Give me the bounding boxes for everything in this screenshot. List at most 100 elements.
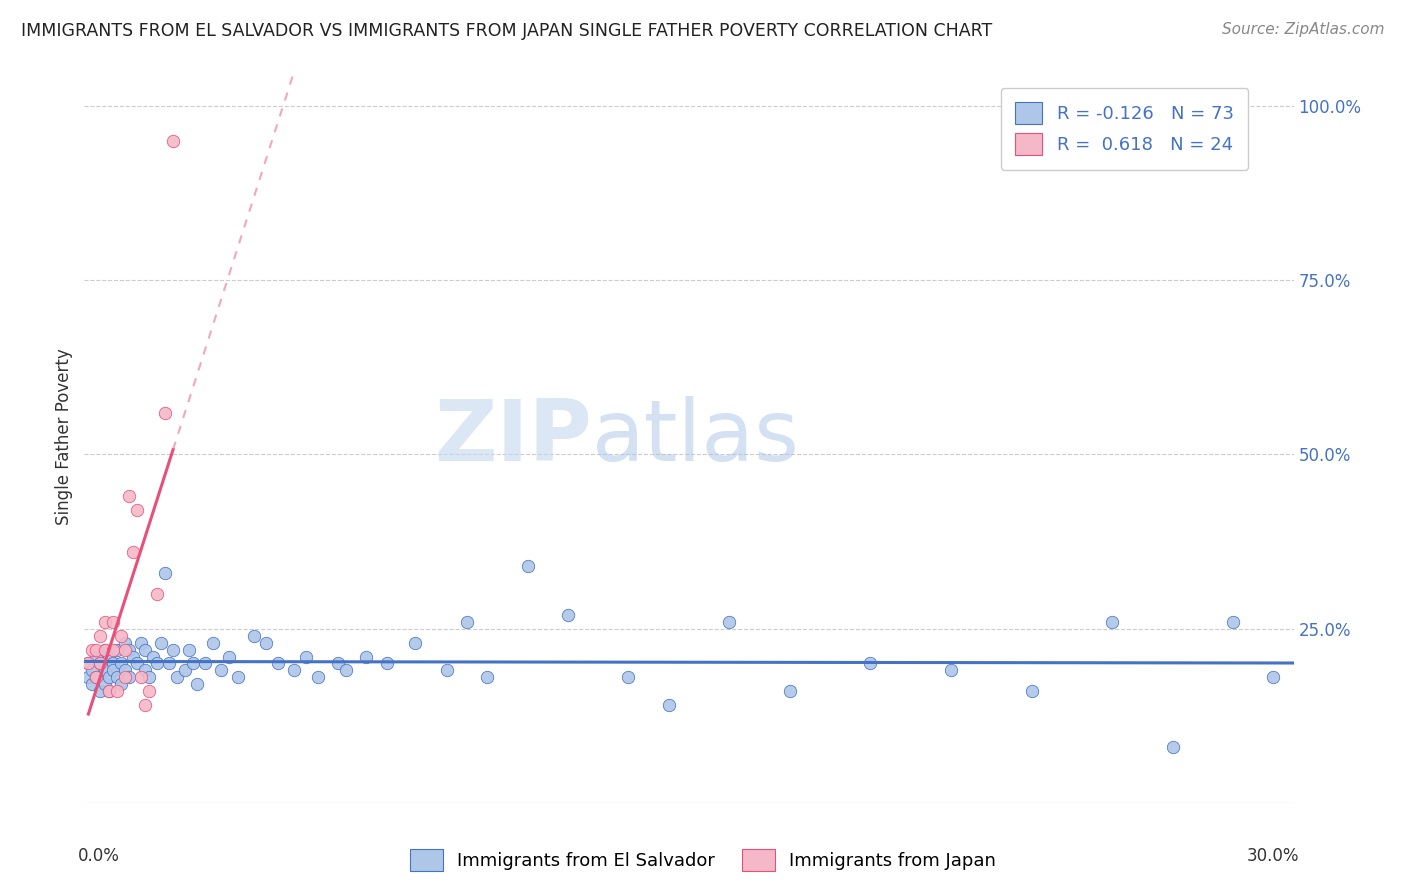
Point (162, 642, 184, 657)
Point (859, 657, 882, 671)
Point (516, 558, 538, 573)
Point (142, 649, 165, 664)
Text: Source: ZipAtlas.com: Source: ZipAtlas.com (1222, 22, 1385, 37)
Point (138, 670, 160, 684)
Point (218, 649, 240, 664)
Point (146, 657, 169, 671)
Point (356, 649, 378, 664)
Point (186, 677, 208, 691)
Point (110, 629, 132, 643)
Text: 30.0%: 30.0% (1247, 847, 1299, 864)
Point (114, 670, 136, 684)
Point (101, 657, 124, 671)
Point (97, 684, 120, 698)
Point (179, 642, 201, 657)
Point (105, 670, 128, 684)
Point (114, 642, 136, 657)
Text: IMMIGRANTS FROM EL SALVADOR VS IMMIGRANTS FROM JAPAN SINGLE FATHER POVERTY CORRE: IMMIGRANTS FROM EL SALVADOR VS IMMIGRANT… (21, 22, 993, 40)
Point (146, 587, 169, 601)
Point (1263, 670, 1285, 684)
Point (86, 642, 108, 657)
Point (718, 615, 741, 629)
Point (77, 670, 100, 684)
Point (105, 642, 128, 657)
Point (121, 545, 143, 559)
Point (93, 615, 115, 629)
Point (93, 642, 115, 657)
Point (118, 642, 141, 657)
Point (335, 664, 357, 678)
Point (97, 684, 120, 698)
Point (242, 629, 264, 643)
Point (129, 670, 152, 684)
Point (157, 657, 180, 671)
Point (82, 664, 104, 678)
Point (93, 642, 115, 657)
Point (118, 670, 141, 684)
Point (82, 642, 104, 657)
Point (114, 635, 136, 649)
Point (149, 635, 172, 649)
Point (307, 670, 329, 684)
Point (86, 649, 108, 664)
Point (436, 664, 458, 678)
Point (77, 657, 100, 671)
Point (162, 134, 184, 148)
Point (97, 649, 120, 664)
Point (209, 664, 232, 678)
Point (93, 664, 115, 678)
Point (226, 670, 249, 684)
Point (97, 670, 120, 684)
Point (105, 684, 128, 698)
Text: ZIP: ZIP (434, 395, 592, 479)
Point (166, 670, 188, 684)
Point (101, 642, 124, 657)
Point (89, 629, 111, 643)
Point (89, 657, 111, 671)
Point (125, 657, 148, 671)
Point (254, 635, 277, 649)
Point (86, 670, 108, 684)
Point (153, 406, 176, 420)
Point (93, 677, 115, 691)
Point (658, 698, 681, 713)
Point (404, 635, 426, 649)
Point (121, 649, 143, 664)
Point (194, 657, 217, 671)
Point (456, 615, 478, 629)
Point (375, 657, 398, 671)
Point (477, 670, 499, 684)
Point (153, 566, 176, 580)
Point (118, 489, 141, 503)
Point (328, 657, 350, 671)
Point (174, 664, 197, 678)
Point (89, 684, 111, 698)
Point (134, 698, 156, 713)
Legend: R = -0.126   N = 73, R =  0.618   N = 24: R = -0.126 N = 73, R = 0.618 N = 24 (1001, 87, 1249, 169)
Point (82, 677, 104, 691)
Point (1161, 740, 1184, 755)
Point (89, 657, 111, 671)
Point (138, 684, 160, 698)
Point (295, 649, 318, 664)
Point (202, 635, 225, 649)
Point (1101, 615, 1123, 629)
Text: 0.0%: 0.0% (79, 847, 120, 864)
Point (114, 664, 136, 678)
Point (181, 657, 204, 671)
Point (86, 670, 108, 684)
Point (267, 657, 290, 671)
Point (939, 664, 962, 678)
Point (617, 670, 640, 684)
Point (110, 657, 132, 671)
Legend: Immigrants from El Salvador, Immigrants from Japan: Immigrants from El Salvador, Immigrants … (404, 842, 1002, 879)
Point (125, 503, 148, 517)
Point (283, 664, 305, 678)
Point (134, 664, 156, 678)
Point (557, 607, 579, 622)
Point (110, 677, 132, 691)
Point (129, 635, 152, 649)
Point (101, 664, 124, 678)
Point (779, 684, 801, 698)
Point (101, 615, 124, 629)
